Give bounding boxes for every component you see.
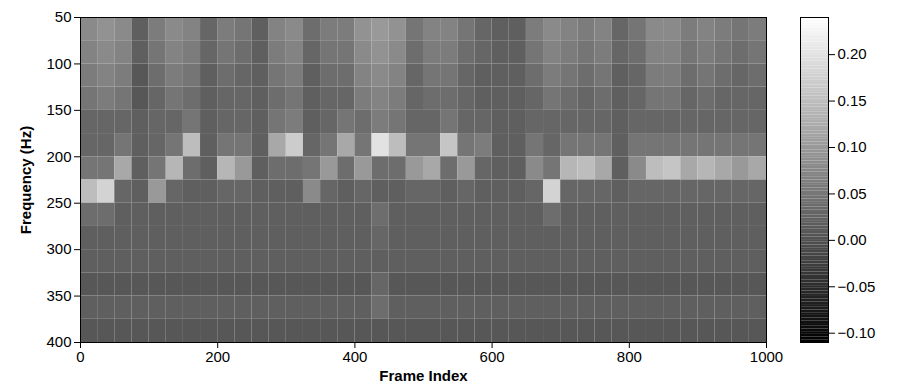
svg-text:150: 150 — [46, 101, 71, 118]
svg-text:0.20: 0.20 — [838, 45, 867, 62]
svg-text:300: 300 — [46, 240, 71, 257]
svg-text:−0.10: −0.10 — [838, 324, 876, 341]
svg-text:200: 200 — [205, 348, 230, 365]
svg-text:800: 800 — [617, 348, 642, 365]
svg-text:400: 400 — [46, 333, 71, 350]
svg-text:100: 100 — [46, 55, 71, 72]
svg-text:0.00: 0.00 — [838, 231, 867, 248]
svg-text:600: 600 — [480, 348, 505, 365]
svg-text:Frame Index: Frame Index — [379, 367, 468, 384]
svg-text:250: 250 — [46, 194, 71, 211]
svg-text:−0.05: −0.05 — [838, 278, 876, 295]
svg-text:350: 350 — [46, 287, 71, 304]
svg-text:0.05: 0.05 — [838, 185, 867, 202]
svg-text:Frequency (Hz): Frequency (Hz) — [17, 126, 34, 234]
svg-text:400: 400 — [342, 348, 367, 365]
svg-text:0.10: 0.10 — [838, 138, 867, 155]
svg-text:50: 50 — [55, 8, 72, 25]
svg-text:200: 200 — [46, 148, 71, 165]
svg-text:0: 0 — [76, 348, 84, 365]
svg-text:0.15: 0.15 — [838, 92, 867, 109]
svg-text:1000: 1000 — [750, 348, 783, 365]
